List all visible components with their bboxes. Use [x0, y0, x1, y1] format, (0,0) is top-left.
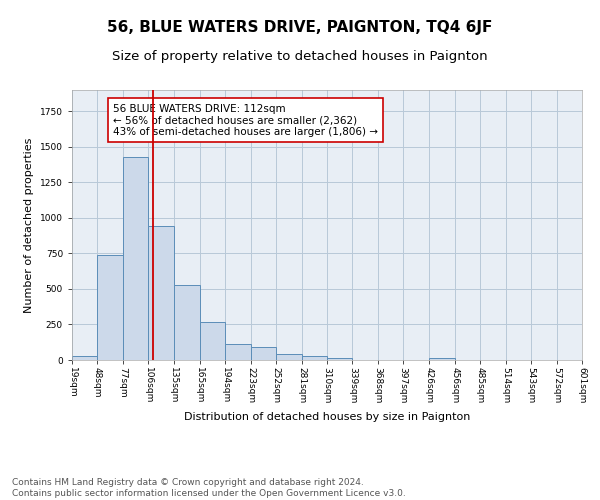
Bar — [251, 346, 276, 360]
Bar — [173, 284, 200, 360]
Bar — [72, 356, 97, 360]
X-axis label: Distribution of detached houses by size in Paignton: Distribution of detached houses by size … — [184, 412, 470, 422]
Bar — [200, 322, 226, 360]
Bar — [276, 354, 302, 360]
Bar — [123, 157, 148, 360]
Bar — [226, 344, 251, 360]
Text: Size of property relative to detached houses in Paignton: Size of property relative to detached ho… — [112, 50, 488, 63]
Y-axis label: Number of detached properties: Number of detached properties — [25, 138, 34, 312]
Bar — [97, 255, 123, 360]
Text: 56 BLUE WATERS DRIVE: 112sqm
← 56% of detached houses are smaller (2,362)
43% of: 56 BLUE WATERS DRIVE: 112sqm ← 56% of de… — [113, 104, 378, 136]
Bar — [302, 356, 327, 360]
Text: Contains HM Land Registry data © Crown copyright and database right 2024.
Contai: Contains HM Land Registry data © Crown c… — [12, 478, 406, 498]
Bar — [428, 358, 455, 360]
Bar — [327, 358, 352, 360]
Text: 56, BLUE WATERS DRIVE, PAIGNTON, TQ4 6JF: 56, BLUE WATERS DRIVE, PAIGNTON, TQ4 6JF — [107, 20, 493, 35]
Bar — [148, 226, 173, 360]
